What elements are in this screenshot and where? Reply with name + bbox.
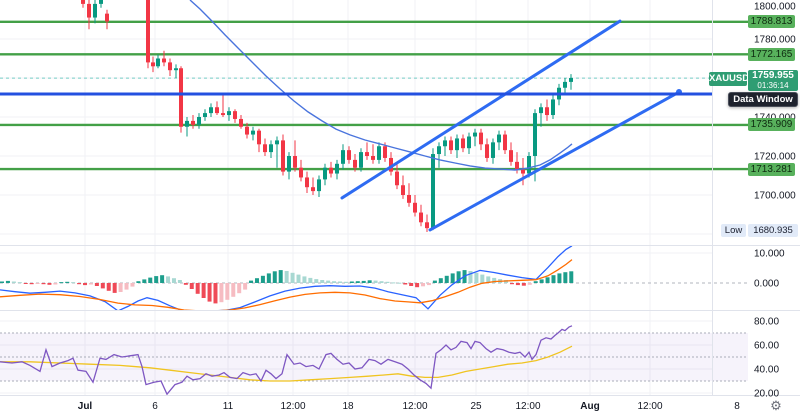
time-axis-label: 12:00 bbox=[402, 401, 427, 412]
current-price-value: 1759.955 bbox=[752, 70, 794, 81]
price-level-badge: 1713.281 bbox=[748, 162, 795, 176]
pane-separators[interactable] bbox=[0, 0, 800, 396]
macd-line bbox=[0, 246, 573, 310]
time-axis-label: Jul bbox=[78, 401, 93, 412]
rsi-ma-line bbox=[0, 345, 573, 382]
rsi-pane[interactable] bbox=[0, 325, 748, 395]
time-axis-label: 12:00 bbox=[515, 401, 540, 412]
low-price-badge: Low 1680.935 bbox=[721, 224, 798, 237]
price-axis-label: 1700.000 bbox=[754, 191, 796, 202]
price-axis-label: 40.00 bbox=[754, 365, 779, 376]
time-axis-label: Aug bbox=[580, 401, 599, 412]
price-pane[interactable] bbox=[0, 0, 748, 233]
time-axis-label: 12:00 bbox=[280, 401, 305, 412]
current-price-badge: 1759.955 01:36:14 bbox=[748, 70, 798, 91]
data-window-tooltip[interactable]: Data Window bbox=[728, 92, 798, 107]
macd-pane[interactable] bbox=[0, 246, 748, 311]
price-axis-label: 60.00 bbox=[754, 341, 779, 352]
price-axis-label: 0.000 bbox=[754, 279, 779, 290]
low-value: 1680.935 bbox=[748, 224, 798, 237]
ma-line bbox=[189, 0, 573, 171]
price-axis-label: 1720.000 bbox=[754, 152, 796, 163]
price-axis-label: 1780.000 bbox=[754, 35, 796, 46]
bar-countdown: 01:36:14 bbox=[757, 81, 789, 90]
settings-gear-icon[interactable]: ⚙ bbox=[770, 398, 782, 413]
price-axis-label: 1740.000 bbox=[754, 113, 796, 124]
price-level-badge: 1735.909 bbox=[748, 118, 795, 132]
trendline[interactable] bbox=[340, 19, 622, 200]
macd-signal-line bbox=[0, 259, 573, 310]
trendline[interactable] bbox=[428, 90, 681, 232]
time-axis-label: 25 bbox=[470, 401, 482, 412]
price-level-badge: 1772.165 bbox=[748, 47, 795, 61]
time-axis[interactable]: Jul 6 11 12:00 18 12:00 25 12:00 Aug 12:00 8 bbox=[78, 401, 740, 412]
price-axis-label: 1800.000 bbox=[754, 2, 796, 13]
time-axis-label: 18 bbox=[342, 401, 354, 412]
price-axis[interactable]: 1800.000 1780.000 1740.000 1720.000 1700.000… bbox=[754, 2, 796, 400]
rsi-line bbox=[0, 325, 573, 395]
symbol-badge[interactable]: XAUUSD bbox=[709, 72, 750, 86]
time-axis-label: 8 bbox=[734, 401, 740, 412]
gridlines bbox=[0, 0, 712, 395]
time-axis-label: 6 bbox=[152, 401, 158, 412]
time-axis-label: 12:00 bbox=[637, 401, 662, 412]
price-axis-label: 80.00 bbox=[754, 317, 779, 328]
time-axis-label: 11 bbox=[223, 401, 234, 412]
price-level-badge: 1788.813 bbox=[748, 15, 795, 29]
symbol-badge-label: XAUUSD bbox=[709, 73, 750, 84]
price-axis-label: 10.000 bbox=[754, 249, 785, 260]
low-label: Low bbox=[721, 224, 746, 237]
price-axis-label: 20.00 bbox=[754, 389, 779, 400]
